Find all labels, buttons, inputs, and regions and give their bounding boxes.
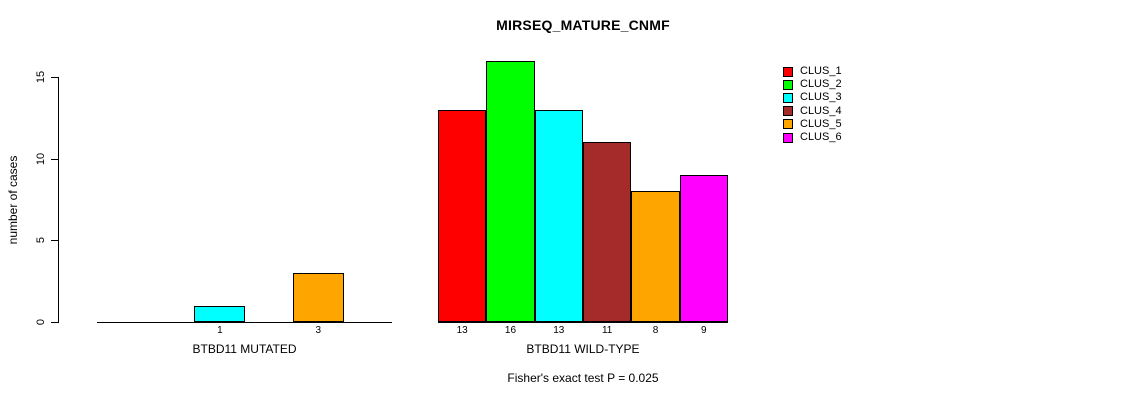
bar-clus_4-wildtype — [582, 142, 632, 322]
legend-swatch-clus_3 — [783, 92, 793, 103]
bar-value-label-clus_1-wildtype: 13 — [456, 325, 468, 336]
x-baseline-wildtype — [438, 322, 728, 323]
bar-value-label-clus_1-mutated — [97, 325, 146, 337]
y-tick-0 — [51, 322, 58, 323]
bar-value-label-clus_2-wildtype: 16 — [504, 325, 517, 336]
group-label-mutated: BTBD11 MUTATED — [192, 342, 297, 356]
bar-value-labels-wildtype: 13 16 13 11 8 9 — [438, 325, 728, 337]
bar-clus_6-wildtype — [679, 175, 728, 322]
bars-mutated — [97, 0, 392, 322]
y-tick-label-15: 15 — [35, 70, 47, 84]
fisher-test-annotation: Fisher's exact test P = 0.025 — [507, 371, 659, 385]
y-tick-label-5: 5 — [35, 237, 47, 244]
bar-value-label-clus_3-wildtype: 13 — [553, 325, 565, 336]
y-axis-title: number of cases — [6, 155, 20, 245]
chart-title: MIRSEQ_MATURE_CNMF — [496, 17, 670, 33]
bar-clus_5-mutated — [293, 273, 344, 322]
bar-clus_3-mutated — [194, 305, 245, 322]
y-tick-label-0: 0 — [35, 318, 47, 326]
legend-item-clus_6: CLUS_6 — [783, 131, 842, 144]
legend-swatch-clus_4 — [783, 106, 793, 117]
legend-label-clus_6: CLUS_6 — [800, 131, 842, 144]
x-baseline-mutated — [97, 322, 392, 323]
legend-swatch-clus_2 — [783, 79, 793, 90]
legend-label-clus_3: CLUS_3 — [800, 91, 842, 104]
legend-swatch-clus_5 — [783, 119, 793, 130]
legend: CLUS_1 CLUS_2 CLUS_3 CLUS_4 CLUS_5 CLUS_6 — [783, 65, 842, 144]
legend-item-clus_5: CLUS_5 — [783, 118, 842, 131]
bar-value-label-clus_3-mutated: 1 — [217, 325, 223, 336]
bar-value-label-clus_4-mutated — [245, 325, 294, 337]
bar-clus_5-wildtype — [631, 191, 680, 322]
bar-value-label-clus_5-wildtype: 8 — [652, 325, 659, 336]
legend-label-clus_5: CLUS_5 — [800, 117, 842, 130]
legend-label-clus_1: CLUS_1 — [800, 65, 842, 78]
legend-item-clus_1: CLUS_1 — [783, 65, 842, 78]
y-axis-line — [58, 77, 59, 323]
y-tick-label-10: 10 — [35, 152, 47, 165]
legend-label-clus_2: CLUS_2 — [800, 78, 842, 91]
bar-value-label-clus_5-mutated: 3 — [315, 325, 322, 336]
group-label-wildtype: BTBD11 WILD-TYPE — [526, 342, 640, 356]
bar-value-label-clus_6-wildtype: 9 — [701, 325, 707, 336]
legend-swatch-clus_1 — [783, 66, 793, 77]
y-tick-5 — [51, 240, 58, 242]
bar-value-label-clus_6-mutated — [343, 325, 392, 337]
legend-item-clus_3: CLUS_3 — [783, 91, 842, 104]
legend-item-clus_2: CLUS_2 — [783, 78, 842, 91]
bar-group-wildtype: 13 16 13 11 8 9 BTBD11 WILD-TYPE — [438, 0, 728, 356]
bars-wildtype — [438, 0, 728, 322]
y-tick-15 — [51, 77, 58, 78]
bar-value-label-clus_4-wildtype: 11 — [601, 325, 613, 336]
legend-swatch-clus_6 — [783, 132, 793, 143]
legend-item-clus_4: CLUS_4 — [783, 105, 842, 118]
y-tick-10 — [51, 158, 58, 160]
legend-label-clus_4: CLUS_4 — [800, 104, 842, 117]
bar-clus_2-wildtype — [486, 60, 535, 322]
bar-clus_3-wildtype — [534, 109, 583, 322]
bar-value-label-clus_2-mutated — [146, 325, 195, 337]
bar-clus_1-wildtype — [438, 109, 487, 322]
